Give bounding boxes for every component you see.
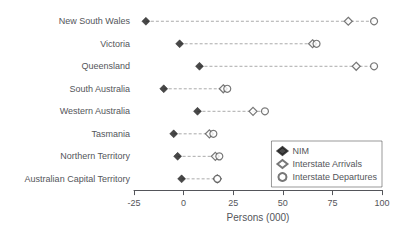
svg-text:25: 25 xyxy=(228,198,238,208)
svg-text:-25: -25 xyxy=(127,198,140,208)
svg-text:Queensland: Queensland xyxy=(81,61,130,71)
svg-text:Interstate Arrivals: Interstate Arrivals xyxy=(292,159,362,169)
svg-text:100: 100 xyxy=(374,198,389,208)
svg-text:Australian Capital Territory: Australian Capital Territory xyxy=(25,174,131,184)
svg-text:Interstate Departures: Interstate Departures xyxy=(292,172,377,182)
svg-text:Northern Territory: Northern Territory xyxy=(60,151,130,161)
svg-text:Western Australia: Western Australia xyxy=(60,106,130,116)
svg-text:50: 50 xyxy=(278,198,288,208)
svg-text:Tasmania: Tasmania xyxy=(91,129,130,139)
svg-text:Persons (000): Persons (000) xyxy=(227,212,290,223)
svg-text:Victoria: Victoria xyxy=(100,39,130,49)
svg-text:New South Wales: New South Wales xyxy=(59,16,131,26)
svg-text:NIM: NIM xyxy=(292,146,309,156)
svg-text:0: 0 xyxy=(181,198,186,208)
svg-text:South Australia: South Australia xyxy=(69,84,130,94)
svg-text:75: 75 xyxy=(327,198,337,208)
